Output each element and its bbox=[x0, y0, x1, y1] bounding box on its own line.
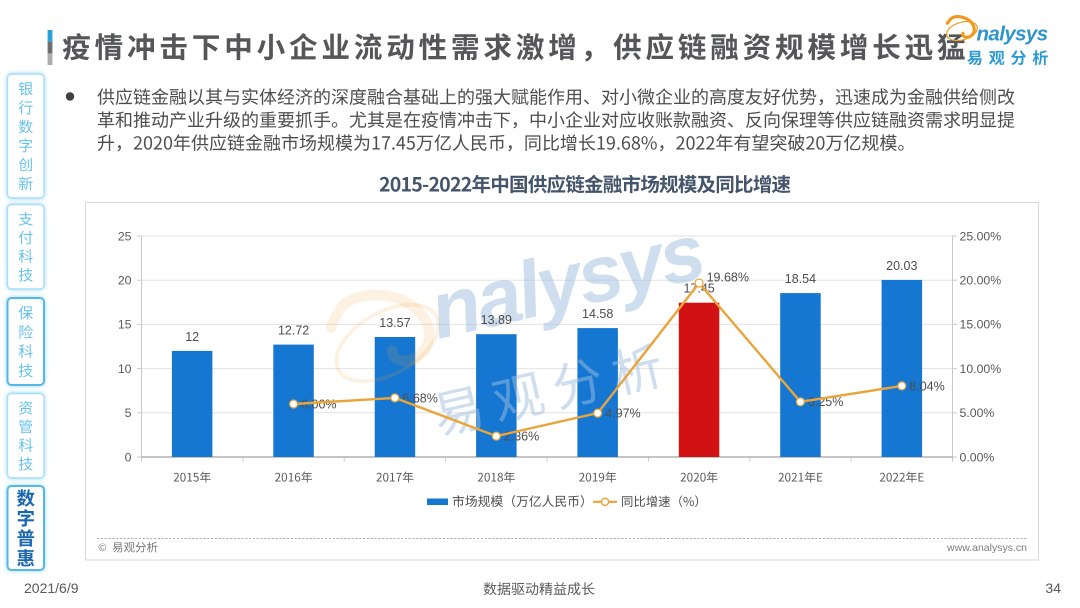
svg-text:10.00%: 10.00% bbox=[960, 362, 1002, 376]
svg-text:5.00%: 5.00% bbox=[960, 406, 995, 420]
svg-text:15: 15 bbox=[118, 318, 132, 332]
svg-text:0.00%: 0.00% bbox=[960, 450, 995, 464]
svg-text:6.68%: 6.68% bbox=[402, 391, 437, 405]
svg-text:25: 25 bbox=[118, 229, 132, 243]
svg-text:2021/6/9: 2021/6/9 bbox=[24, 580, 79, 596]
svg-text:15.00%: 15.00% bbox=[960, 318, 1002, 332]
svg-text:8.04%: 8.04% bbox=[909, 379, 944, 393]
svg-text:14.58: 14.58 bbox=[582, 307, 613, 321]
svg-text:10: 10 bbox=[118, 362, 132, 376]
svg-text:12.72: 12.72 bbox=[278, 324, 309, 338]
svg-text:nalysys: nalysys bbox=[977, 22, 1048, 45]
svg-text:20.00%: 20.00% bbox=[960, 274, 1002, 288]
svg-text:34: 34 bbox=[1045, 580, 1061, 596]
svg-text:www.analysys.cn: www.analysys.cn bbox=[946, 542, 1027, 554]
svg-text:25.00%: 25.00% bbox=[960, 229, 1002, 243]
svg-text:20: 20 bbox=[118, 274, 132, 288]
svg-text:19.68%: 19.68% bbox=[707, 271, 749, 285]
svg-text:20.03: 20.03 bbox=[886, 259, 917, 273]
svg-text:0: 0 bbox=[125, 450, 132, 464]
svg-text:13.57: 13.57 bbox=[379, 316, 410, 330]
svg-text:18.54: 18.54 bbox=[785, 272, 816, 286]
svg-text:4.97%: 4.97% bbox=[605, 407, 640, 421]
svg-text:5: 5 bbox=[125, 406, 132, 420]
svg-text:13.89: 13.89 bbox=[481, 313, 512, 327]
svg-text:12: 12 bbox=[185, 330, 199, 344]
